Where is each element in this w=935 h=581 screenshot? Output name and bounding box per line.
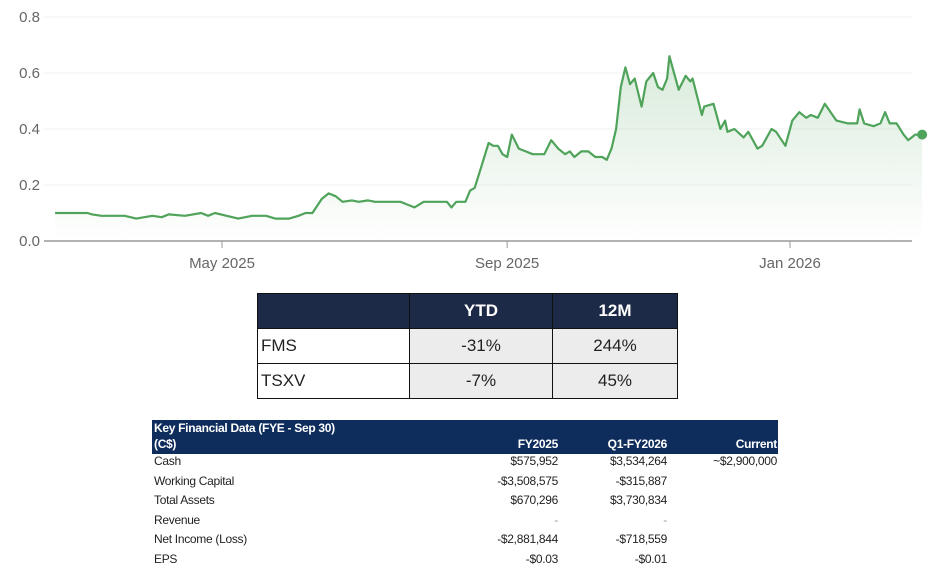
row-label: Working Capital <box>154 473 234 488</box>
cell: ~$2,900,000 <box>713 454 777 468</box>
header-ytd: YTD <box>409 293 553 329</box>
row-label: Net Income (Loss) <box>154 532 247 546</box>
key-financial-data-table: Key Financial Data (FYE - Sep 30) (C$) F… <box>152 420 778 571</box>
row-name: FMS <box>257 328 410 364</box>
table-row: FMS -31% 244% <box>257 328 678 364</box>
currency-label: (C$) <box>154 437 177 451</box>
row-label: Cash <box>154 454 181 468</box>
cell: -$0.03 <box>525 551 559 566</box>
x-tick-label: Sep 2025 <box>475 255 539 272</box>
col-current: Current <box>735 437 778 451</box>
financial-header: Key Financial Data (FYE - Sep 30) (C$) F… <box>152 420 778 454</box>
cell: $575,952 <box>510 454 558 468</box>
x-tick-label: Jan 2026 <box>759 255 821 272</box>
col-q1-fy2026: Q1-FY2026 <box>607 437 668 451</box>
last-price-marker[interactable] <box>917 129 928 140</box>
financial-title: Key Financial Data (FYE - Sep 30) <box>154 421 335 435</box>
y-tick-label: 0.8 <box>19 9 40 26</box>
table-row: Net Income (Loss) -$2,881,844 -$718,559 <box>152 532 778 552</box>
price-line <box>55 55 923 220</box>
ytd-value: -31% <box>409 328 553 364</box>
table-row: Working Capital -$3,508,575 -$315,887 <box>152 474 778 494</box>
price-chart: 0.0 0.2 0.4 0.6 0.8 May 2025 Sep 2025 Jan 2026 <box>19 9 928 272</box>
row-label: Revenue <box>154 512 200 527</box>
table-row: EPS -$0.03 -$0.01 <box>152 552 778 572</box>
col-fy2025: FY2025 <box>517 437 559 451</box>
cell: $3,730,834 <box>609 493 667 507</box>
cell: -$718,559 <box>615 532 668 546</box>
row-label: EPS <box>154 551 178 566</box>
table-row: TSXV -7% 45% <box>257 363 678 399</box>
cell: - <box>554 512 558 527</box>
header-12m: 12M <box>552 293 678 329</box>
row-name: TSXV <box>257 363 410 399</box>
y-tick-label: 0.0 <box>19 233 40 250</box>
cell: -$2,881,844 <box>497 532 558 546</box>
12m-value: 244% <box>552 328 678 364</box>
price-area <box>55 56 923 242</box>
y-tick-label: 0.4 <box>19 121 40 138</box>
table-row: Revenue - - <box>152 513 778 533</box>
ytd-value: -7% <box>409 363 553 399</box>
cell: $3,534,264 <box>609 454 667 468</box>
x-tick-label: May 2025 <box>189 255 255 272</box>
cell: $670,296 <box>510 493 558 507</box>
table-row: Cash $575,952 $3,534,264 ~$2,900,000 <box>152 454 778 474</box>
cell: -$315,887 <box>615 473 668 488</box>
y-tick-label: 0.6 <box>19 65 40 82</box>
cell: - <box>663 512 667 527</box>
12m-value: 45% <box>552 363 678 399</box>
cell: -$0.01 <box>634 551 668 566</box>
header-blank <box>257 293 410 329</box>
performance-table: YTD 12M FMS -31% 244% TSXV -7% 45% <box>257 293 678 399</box>
cell: -$3,508,575 <box>497 473 558 488</box>
table-row: Total Assets $670,296 $3,730,834 <box>152 493 778 513</box>
performance-header-row: YTD 12M <box>257 293 678 329</box>
y-tick-label: 0.2 <box>19 177 40 194</box>
row-label: Total Assets <box>154 493 215 507</box>
